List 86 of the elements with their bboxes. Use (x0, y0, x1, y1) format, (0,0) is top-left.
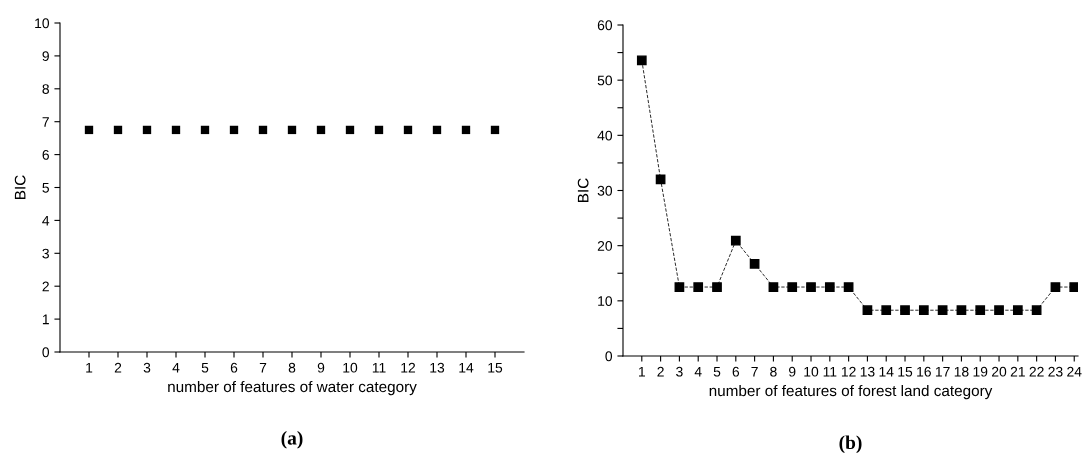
x-tick-label: 16 (917, 366, 931, 377)
x-tick-label: 8 (288, 362, 296, 373)
x-tick-label: 1 (86, 362, 93, 373)
x-tick-label: 23 (1048, 366, 1063, 377)
y-tick-label: 2 (42, 281, 49, 292)
point (1069, 282, 1078, 292)
x-tick-label: 12 (841, 366, 856, 377)
x-tick-label: 7 (259, 362, 267, 373)
y-tick-label: 10 (35, 18, 50, 29)
x-tick-label: 2 (657, 366, 664, 377)
x-tick-label: 5 (201, 362, 209, 373)
point (768, 282, 779, 292)
text: (b) (839, 435, 862, 454)
y-tick-label: 6 (42, 149, 49, 160)
y-tick-label: 40 (597, 130, 613, 141)
x-tick-label: 10 (343, 362, 358, 373)
point (824, 282, 835, 292)
point (1012, 305, 1023, 316)
x-tick-label: 24 (1067, 366, 1082, 377)
x-tick-label: 5 (713, 366, 721, 377)
x-tick-label: 8 (770, 366, 777, 377)
x-tick-label: 3 (676, 366, 683, 377)
x-tick-label: 21 (1010, 366, 1025, 377)
point (862, 305, 873, 316)
y-tick-label: 4 (42, 215, 50, 226)
y-tick-label: 7 (42, 117, 49, 127)
x-tick-label: 17 (935, 366, 950, 377)
y-tick-label: 0 (605, 351, 613, 362)
point (1050, 282, 1061, 292)
x-tick-label: 13 (430, 362, 445, 373)
x-axis-title: number of features of water category (168, 380, 417, 396)
x-axis-title: number of features of forest land category (709, 384, 993, 400)
y-tick-label: 60 (597, 20, 613, 31)
x-tick-label: 7 (751, 366, 758, 377)
point (937, 305, 948, 316)
point (693, 282, 704, 292)
x-tick-label: 9 (317, 362, 325, 373)
y-tick-label: 8 (42, 84, 49, 94)
x-tick-label: 2 (114, 362, 122, 373)
x-tick-label: 13 (860, 366, 875, 377)
x-tick-label: 6 (732, 366, 740, 377)
y-tick-label: 1 (42, 314, 49, 325)
y-tick-label: 5 (42, 182, 49, 193)
x-tick-label: 12 (401, 362, 416, 373)
x-tick-label: 22 (1029, 366, 1044, 377)
x-tick-label: 4 (694, 366, 702, 377)
x-tick-label: 9 (789, 366, 796, 377)
x-tick-label: 20 (992, 366, 1007, 377)
x-tick-label: 11 (372, 362, 386, 373)
y-tick-label: 20 (597, 241, 613, 251)
x-tick-label: 14 (459, 362, 474, 373)
point (636, 55, 647, 66)
x-tick-label: 6 (230, 362, 238, 373)
y-tick-label: 10 (598, 296, 613, 306)
x-tick-label: 18 (954, 366, 969, 377)
y-tick-label: 3 (42, 248, 49, 259)
point (787, 282, 798, 292)
point (956, 305, 967, 316)
point (806, 282, 816, 292)
y-tick-label: 9 (42, 51, 49, 62)
x-tick-label: 15 (898, 366, 913, 377)
x-tick-label: 4 (172, 362, 180, 373)
x-tick-label: 3 (143, 362, 151, 373)
x-tick-label: 14 (879, 366, 894, 377)
point (881, 305, 892, 316)
y-tick-label: 50 (597, 75, 613, 86)
x-tick-label: 1 (639, 366, 645, 377)
point (749, 259, 760, 269)
y-axis-title: BIC (14, 175, 26, 199)
point (843, 282, 854, 292)
point (918, 305, 929, 316)
point (730, 235, 741, 246)
text: (a) (281, 430, 303, 449)
y-tick-label: 0 (42, 347, 50, 358)
point (900, 305, 910, 316)
y-axis-title: BIC (577, 178, 589, 202)
x-tick-label: 15 (488, 362, 503, 373)
x-tick-label: 10 (804, 366, 819, 377)
point (975, 305, 986, 316)
point (674, 282, 685, 292)
x-tick-label: 19 (973, 366, 988, 377)
point (994, 305, 1004, 316)
point (1031, 305, 1042, 316)
point (712, 282, 722, 292)
x-tick-label: 11 (823, 366, 837, 377)
y-tick-label: 30 (597, 185, 613, 196)
